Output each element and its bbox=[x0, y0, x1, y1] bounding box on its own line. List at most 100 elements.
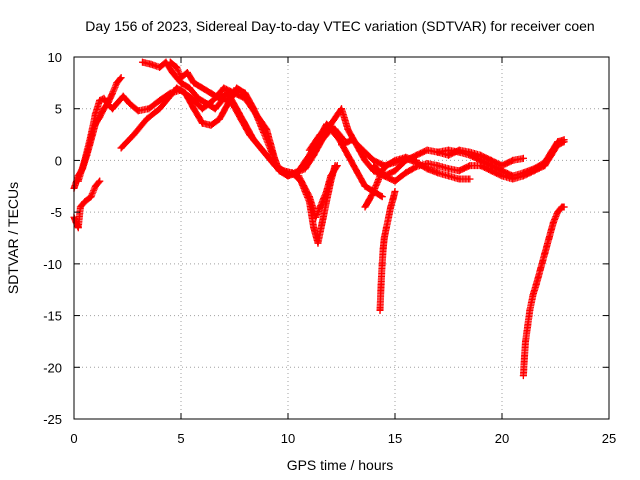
x-tick-label: 0 bbox=[70, 431, 77, 446]
data-point bbox=[391, 167, 399, 175]
data-point bbox=[519, 154, 527, 162]
data-point bbox=[423, 160, 431, 168]
data-point bbox=[96, 96, 104, 104]
data-point bbox=[143, 115, 151, 123]
data-point bbox=[207, 121, 215, 129]
data-point bbox=[380, 234, 388, 242]
data-point bbox=[181, 89, 189, 97]
data-point bbox=[233, 105, 241, 113]
data-point bbox=[81, 198, 89, 206]
data-point bbox=[434, 162, 442, 170]
y-axis-ticks: -25 -20 -15 -10 -5 0 5 10 bbox=[43, 50, 609, 427]
data-point bbox=[117, 144, 125, 152]
data-point bbox=[344, 151, 352, 159]
data-point bbox=[318, 218, 326, 226]
data-point bbox=[74, 224, 82, 232]
data-point bbox=[365, 196, 373, 204]
data-point bbox=[173, 84, 181, 92]
y-tick-label: -15 bbox=[43, 309, 62, 324]
data-point bbox=[560, 136, 568, 144]
data-point bbox=[560, 203, 568, 211]
data-point bbox=[258, 146, 266, 154]
data-point bbox=[316, 203, 324, 211]
series-trace-11 bbox=[519, 203, 568, 380]
data-point bbox=[76, 203, 84, 211]
data-point bbox=[87, 131, 95, 139]
data-point bbox=[385, 213, 393, 221]
data-point bbox=[267, 156, 275, 164]
data-point bbox=[541, 158, 549, 166]
data-point bbox=[258, 125, 266, 133]
y-tick-label: -20 bbox=[43, 360, 62, 375]
data-point bbox=[466, 175, 474, 183]
data-point bbox=[331, 125, 339, 133]
data-point bbox=[378, 167, 386, 175]
data-point bbox=[530, 165, 538, 173]
data-point bbox=[109, 105, 117, 113]
data-point bbox=[331, 162, 339, 170]
data-point bbox=[284, 172, 292, 180]
data-point bbox=[126, 100, 134, 108]
series-trace-10 bbox=[376, 187, 399, 314]
data-point bbox=[359, 146, 367, 154]
data-point bbox=[434, 148, 442, 156]
series-trace-13 bbox=[361, 153, 420, 211]
data-point bbox=[522, 337, 530, 345]
data-point bbox=[186, 84, 194, 92]
data-point bbox=[509, 172, 517, 180]
data-point bbox=[378, 193, 386, 201]
data-point bbox=[554, 138, 562, 146]
data-point bbox=[145, 105, 153, 113]
data-point bbox=[466, 151, 474, 159]
data-point bbox=[241, 89, 249, 97]
data-point bbox=[377, 281, 385, 289]
data-point bbox=[412, 156, 420, 164]
data-point bbox=[156, 63, 164, 71]
data-point bbox=[382, 224, 390, 232]
data-point bbox=[81, 156, 89, 164]
data-point bbox=[198, 105, 206, 113]
data-point bbox=[361, 182, 369, 190]
series-trace-5 bbox=[166, 58, 348, 180]
data-point bbox=[297, 177, 305, 185]
plot-area-frame bbox=[73, 56, 610, 420]
y-tick-label: -25 bbox=[43, 412, 62, 427]
x-tick-label: 20 bbox=[495, 431, 509, 446]
data-point bbox=[295, 167, 303, 175]
data-point bbox=[327, 120, 335, 128]
x-tick-label: 5 bbox=[177, 431, 184, 446]
data-point bbox=[338, 105, 345, 113]
data-point bbox=[104, 101, 112, 109]
data-point bbox=[520, 353, 528, 361]
data-point bbox=[220, 84, 228, 92]
data-point bbox=[134, 107, 142, 115]
data-point bbox=[477, 156, 485, 164]
data-point bbox=[310, 224, 318, 232]
data-point bbox=[379, 244, 387, 252]
series-trace-9 bbox=[434, 136, 568, 180]
data-point bbox=[547, 148, 555, 156]
data-point bbox=[524, 322, 532, 330]
data-point bbox=[455, 148, 463, 156]
data-point bbox=[541, 250, 549, 258]
data-point bbox=[119, 92, 127, 100]
data-point bbox=[554, 208, 562, 216]
data-point bbox=[203, 100, 211, 108]
data-point bbox=[434, 169, 442, 177]
y-tick-label: -10 bbox=[43, 257, 62, 272]
data-point bbox=[376, 306, 384, 314]
data-point bbox=[87, 193, 95, 201]
data-point bbox=[207, 89, 215, 97]
y-tick-label: 10 bbox=[48, 50, 62, 65]
data-point bbox=[519, 372, 527, 380]
data-point bbox=[241, 120, 249, 128]
data-point bbox=[549, 218, 557, 226]
data-point bbox=[316, 131, 324, 139]
data-point bbox=[198, 119, 206, 127]
data-point bbox=[387, 203, 395, 211]
data-point bbox=[445, 165, 452, 173]
data-point bbox=[113, 100, 121, 108]
data-point bbox=[275, 167, 283, 175]
data-point bbox=[147, 60, 155, 68]
y-tick-label: 5 bbox=[55, 102, 62, 117]
